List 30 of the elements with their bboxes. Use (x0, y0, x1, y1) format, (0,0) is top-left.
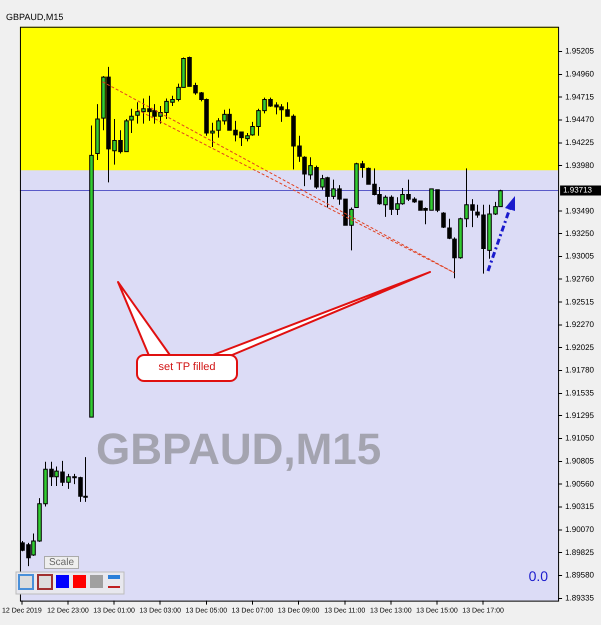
y-tick-label: 1.93490 (565, 206, 595, 216)
annotation: GBPAUD,M15 (96, 425, 382, 474)
y-tick-label: 1.90560 (565, 479, 595, 488)
y-tick-label: 1.89580 (565, 570, 595, 580)
y-tick-label: 1.95205 (565, 46, 595, 56)
annotation: set TP filled (157, 361, 217, 373)
y-tick-label: 1.94470 (565, 115, 595, 124)
y-tick-label: 1.92270 (565, 320, 595, 330)
y-tick-label: 1.94715 (565, 92, 595, 102)
y-tick-label: 1.90315 (565, 502, 595, 512)
y-tick-label: 1.91050 (565, 434, 595, 443)
y-tick-label: 1.89825 (565, 548, 595, 557)
y-tick-label: 1.92760 (565, 274, 595, 284)
y-tick-label: 1.91535 (565, 388, 595, 398)
annotation: 0.0 (528, 568, 548, 584)
annotation: Scale (44, 556, 80, 569)
y-tick-label: 1.92515 (565, 297, 595, 306)
y-tick-label: 1.93005 (565, 252, 595, 261)
y-tick-label: 1.94960 (565, 70, 595, 79)
ref-line-label: 1.93713 (563, 186, 593, 195)
y-tick-label: 1.89335 (565, 593, 595, 602)
y-tick-label: 1.90805 (565, 456, 595, 466)
y-tick-label: 1.93980 (565, 160, 595, 170)
y-tick-label: 1.94225 (565, 138, 595, 147)
y-tick-label: 1.90070 (565, 525, 595, 534)
y-tick-label: 1.92025 (565, 342, 595, 352)
y-tick-label: 1.91780 (565, 366, 595, 375)
y-tick-label: 1.93250 (565, 228, 595, 238)
chart-title: GBPAUD,M15 (6, 12, 64, 22)
y-tick-label: 1.91295 (565, 410, 595, 420)
